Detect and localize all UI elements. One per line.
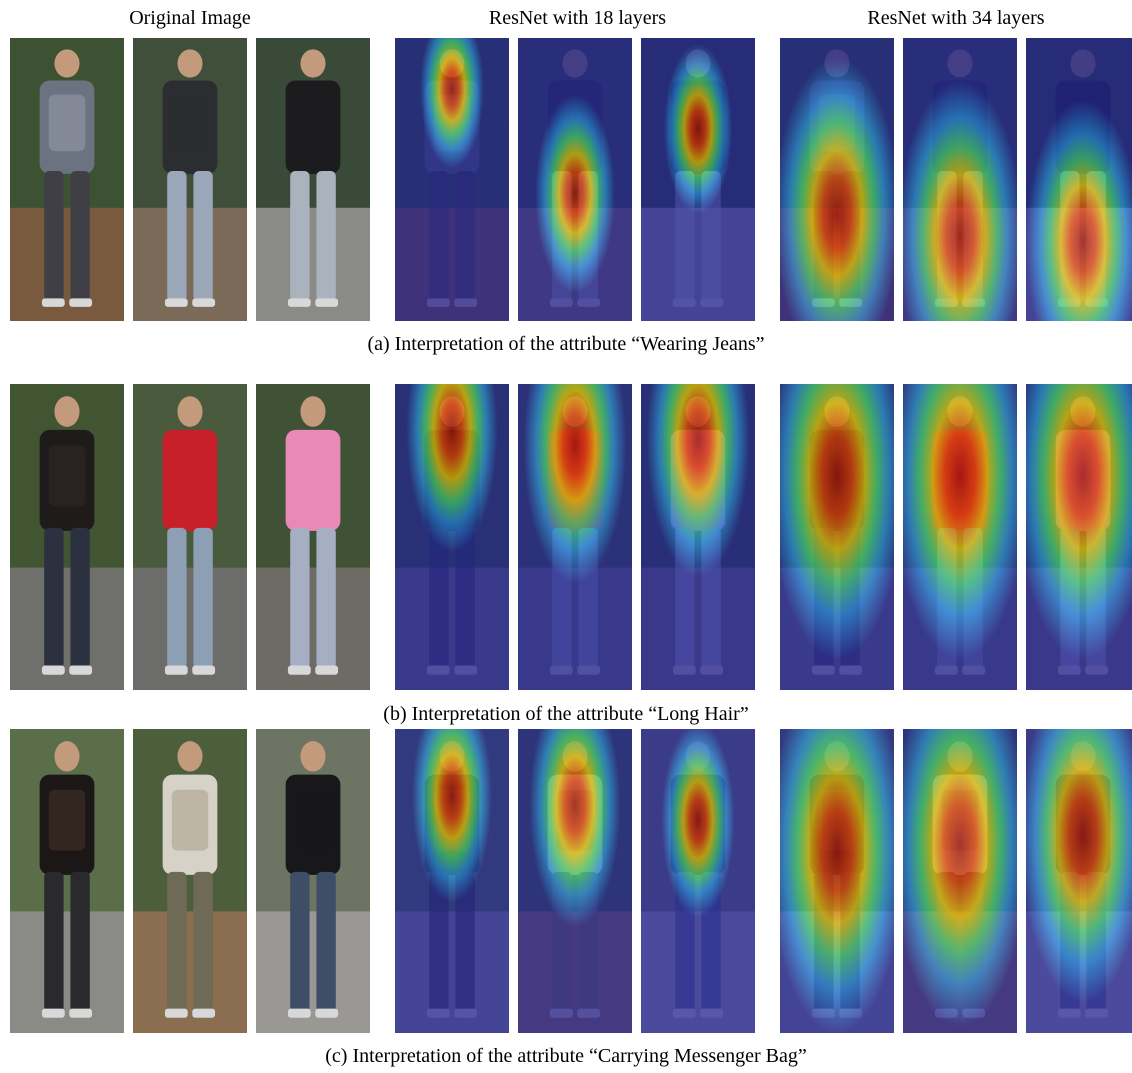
panel-a-resnet34-3 — [1026, 38, 1132, 321]
heatmap-overlay — [903, 729, 1017, 1033]
heatmap-overlay — [641, 729, 755, 1033]
pedestrian-figure — [39, 49, 95, 307]
panel-c-resnet18-3 — [641, 729, 755, 1033]
pedestrian-figure — [285, 741, 341, 1018]
panel-b-original-3 — [256, 384, 370, 690]
heatmap-overlay — [395, 729, 509, 1033]
heatmap-overlay — [780, 729, 894, 1033]
panel-c-original-1 — [10, 729, 124, 1033]
panel-c-original-2 — [133, 729, 247, 1033]
panel-b-resnet34-3 — [1026, 384, 1132, 690]
column-header-resnet34: ResNet with 34 layers — [867, 7, 1045, 29]
pedestrian-photo — [133, 729, 247, 1033]
heatmap-overlay — [780, 384, 894, 690]
pedestrian-photo — [10, 729, 124, 1033]
caption-long-hair: (b) Interpretation of the attribute “Lon… — [383, 703, 749, 725]
panel-b-resnet18-2 — [518, 384, 632, 690]
heatmap-overlay — [903, 38, 1017, 321]
heatmap-overlay — [1026, 38, 1132, 321]
heatmap-overlay — [903, 384, 1017, 690]
heatmap-overlay — [518, 729, 632, 1033]
heatmap-overlay — [395, 384, 509, 690]
heatmap-overlay — [641, 384, 755, 690]
panel-b-resnet34-2 — [903, 384, 1017, 690]
column-header-resnet18: ResNet with 18 layers — [488, 7, 667, 29]
pedestrian-photo — [256, 384, 370, 690]
panel-a-original-3 — [256, 38, 370, 321]
pedestrian-photo — [10, 38, 124, 321]
panel-a-resnet34-1 — [780, 38, 894, 321]
panel-c-resnet18-1 — [395, 729, 509, 1033]
pedestrian-figure — [39, 396, 95, 675]
panel-a-resnet18-1 — [395, 38, 509, 321]
pedestrian-photo — [256, 38, 370, 321]
panel-c-resnet34-2 — [903, 729, 1017, 1033]
panel-a-resnet34-2 — [903, 38, 1017, 321]
panel-b-resnet18-3 — [641, 384, 755, 690]
heatmap-overlay — [641, 38, 755, 321]
panel-a-original-1 — [10, 38, 124, 321]
heatmap-overlay — [518, 384, 632, 690]
heatmap-overlay — [1026, 384, 1132, 690]
heatmap-overlay — [1026, 729, 1132, 1033]
pedestrian-photo — [133, 384, 247, 690]
caption-messenger-bag: (c) Interpretation of the attribute “Car… — [325, 1045, 807, 1067]
pedestrian-photo — [256, 729, 370, 1033]
panel-c-resnet18-2 — [518, 729, 632, 1033]
panel-b-original-1 — [10, 384, 124, 690]
heatmap-overlay — [780, 38, 894, 321]
pedestrian-figure — [39, 741, 95, 1018]
panel-a-original-2 — [133, 38, 247, 321]
pedestrian-figure — [285, 396, 341, 675]
panel-a-resnet18-3 — [641, 38, 755, 321]
pedestrian-figure — [162, 396, 218, 675]
pedestrian-figure — [285, 49, 341, 307]
panel-c-original-3 — [256, 729, 370, 1033]
pedestrian-figure — [162, 741, 218, 1018]
panel-c-resnet34-1 — [780, 729, 894, 1033]
panel-b-resnet34-1 — [780, 384, 894, 690]
panel-a-resnet18-2 — [518, 38, 632, 321]
column-header-original: Original Image — [129, 7, 251, 29]
panel-c-resnet34-3 — [1026, 729, 1132, 1033]
heatmap-overlay — [395, 38, 509, 321]
pedestrian-figure — [162, 49, 218, 307]
heatmap-overlay — [518, 38, 632, 321]
pedestrian-photo — [133, 38, 247, 321]
caption-wearing-jeans: (a) Interpretation of the attribute “Wea… — [367, 333, 765, 355]
panel-b-resnet18-1 — [395, 384, 509, 690]
panel-b-original-2 — [133, 384, 247, 690]
pedestrian-photo — [10, 384, 124, 690]
